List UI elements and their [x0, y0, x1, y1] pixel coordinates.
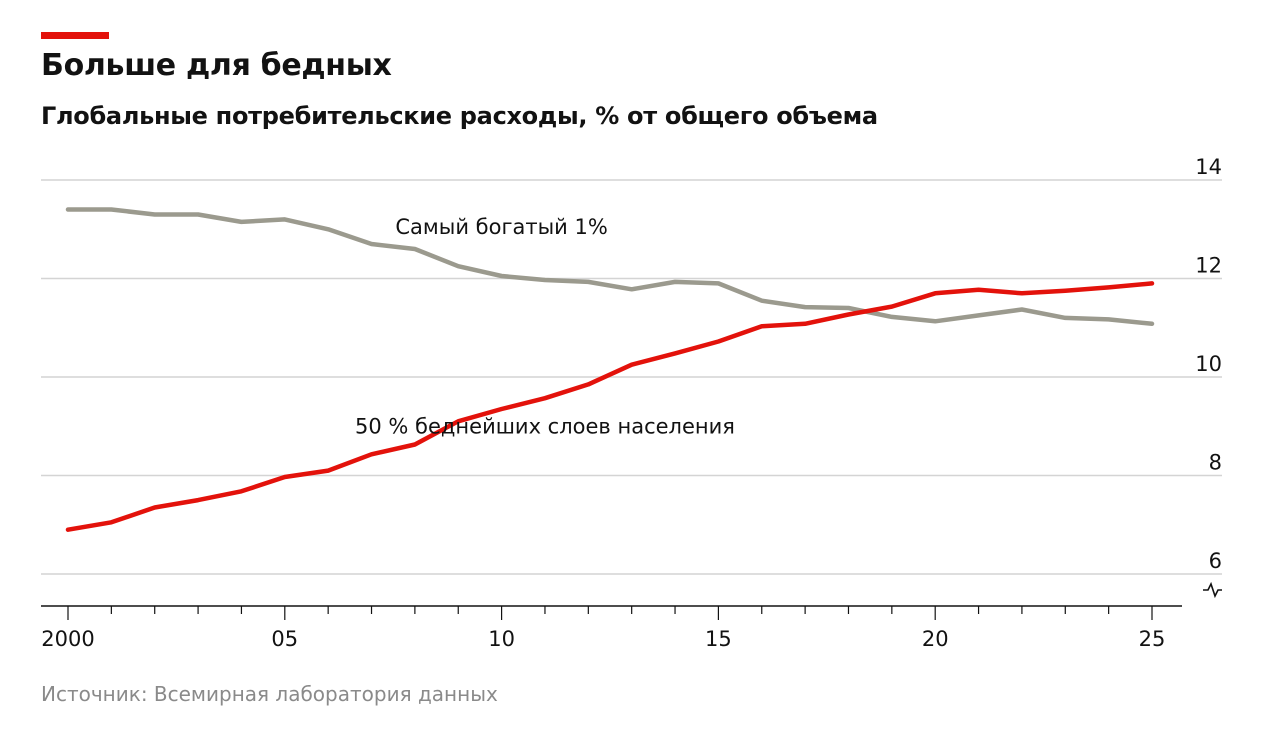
chart-subtitle: Глобальные потребительские расходы, % от…: [41, 102, 878, 130]
y-tick-label-6: 6: [1209, 549, 1222, 573]
series-line-1: [65, 281, 1155, 532]
series-line-0: [65, 207, 1155, 327]
x-tick-label-2000: 2000: [41, 627, 94, 651]
x-tick-label-25: 25: [1139, 627, 1166, 651]
chart-title: Больше для бедных: [41, 48, 392, 83]
x-tick-label-15: 15: [705, 627, 732, 651]
y-tick-label-10: 10: [1195, 352, 1222, 376]
x-tick-label-05: 05: [271, 627, 298, 651]
accent-bar: [41, 32, 109, 39]
x-tick-label-10: 10: [488, 627, 515, 651]
source-note: Источник: Всемирная лаборатория данных: [41, 682, 498, 706]
y-tick-label-14: 14: [1195, 155, 1222, 179]
x-tick-label-20: 20: [922, 627, 949, 651]
axis-break-icon: [1203, 581, 1222, 599]
y-tick-label-12: 12: [1195, 254, 1222, 278]
y-tick-label-8: 8: [1209, 451, 1222, 475]
series-label-0: Самый богатый 1%: [395, 215, 607, 239]
series-label-1: 50 % беднейших слоев населения: [355, 415, 735, 439]
